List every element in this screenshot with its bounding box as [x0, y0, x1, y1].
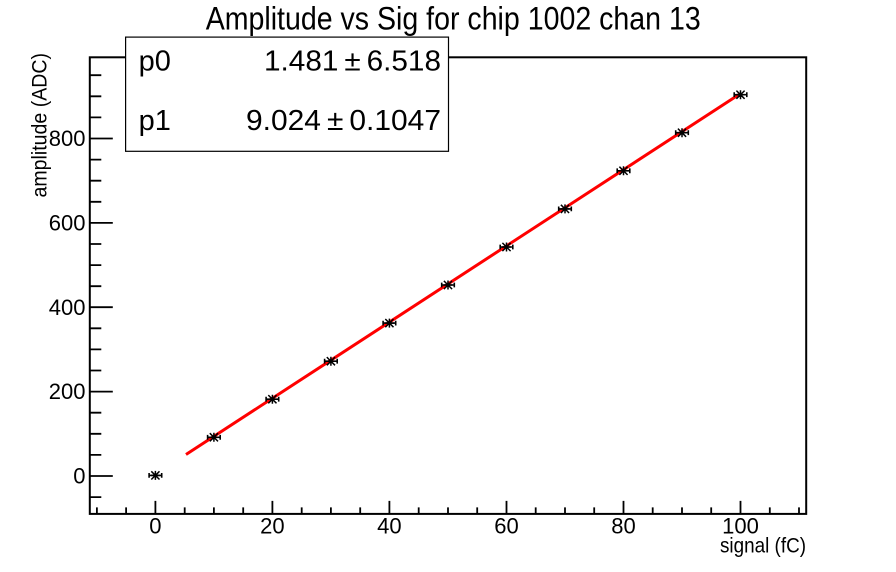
svg-text:60: 60 [494, 513, 518, 538]
svg-text:0: 0 [73, 464, 85, 489]
svg-text:40: 40 [377, 513, 401, 538]
svg-text:100: 100 [722, 513, 759, 538]
svg-text:p1: p1 [139, 105, 171, 137]
svg-text:1.481 ± 6.518: 1.481 ± 6.518 [264, 45, 441, 77]
svg-text:600: 600 [49, 210, 86, 235]
svg-text:p0: p0 [139, 45, 171, 77]
svg-text:0: 0 [149, 513, 161, 538]
svg-text:200: 200 [49, 379, 86, 404]
svg-text:20: 20 [260, 513, 284, 538]
svg-text:800: 800 [49, 126, 86, 151]
svg-text:400: 400 [49, 295, 86, 320]
svg-text:80: 80 [611, 513, 635, 538]
svg-text:9.024 ± 0.1047: 9.024 ± 0.1047 [246, 105, 441, 137]
svg-text:signal (fC): signal (fC) [720, 534, 806, 558]
svg-text:Amplitude vs Sig for chip 1002: Amplitude vs Sig for chip 1002 chan 13 [206, 0, 701, 36]
svg-text:amplitude (ADC): amplitude (ADC) [28, 53, 52, 198]
